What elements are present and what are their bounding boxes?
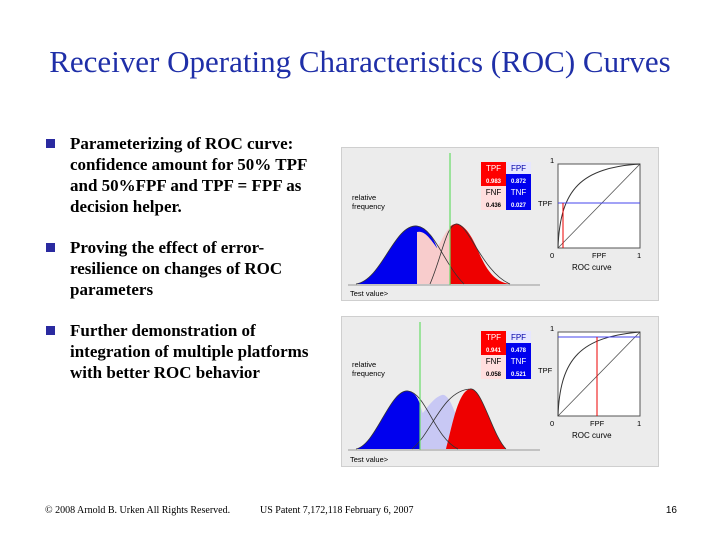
y-label-relative: relative (352, 360, 376, 369)
tnf-value: 0.027 (511, 203, 527, 209)
page-number: 16 (665, 505, 677, 516)
square-bullet-icon (46, 243, 55, 252)
red-distribution-fill (450, 223, 510, 284)
roc-figure-bottom: relative frequency Test value> TPF FPF 0… (341, 316, 659, 467)
tnf-value: 0.521 (511, 372, 527, 378)
roc-curve (557, 331, 641, 417)
fnf-value: 0.058 (486, 372, 502, 378)
fnf-value: 0.436 (486, 203, 502, 209)
roc-curve-label: ROC curve (572, 263, 612, 272)
bullet-text: Parameterizing of ROC curve: confidence … (70, 134, 307, 216)
red-distribution-fill (446, 388, 506, 449)
blue-curve-outline (355, 390, 459, 450)
footer-copyright: © 2008 Arnold B. Urken All Rights Reserv… (45, 505, 231, 516)
square-bullet-icon (46, 326, 55, 335)
x-label-test-value: Test value> (350, 455, 389, 464)
roc-curve-label: ROC curve (572, 431, 612, 440)
y-label-frequency: frequency (352, 202, 385, 211)
roc-tpf-label: TPF (538, 199, 553, 208)
roc-figure-top-svg: relative frequency Test value> TPF FPF 0… (348, 153, 641, 298)
tpf-header: TPF (486, 333, 501, 342)
bullet-text: Proving the effect of error-resilience o… (70, 238, 283, 299)
bullet-item: Further demonstration of integration of … (46, 320, 331, 383)
roc-curve (557, 163, 641, 249)
bullet-text: Further demonstration of integration of … (70, 321, 309, 382)
tnf-header: TNF (511, 357, 527, 366)
y-label-frequency: frequency (352, 369, 385, 378)
bullet-item: Parameterizing of ROC curve: confidence … (46, 133, 331, 217)
roc-top-label: 1 (550, 324, 554, 333)
red-curve-outline (411, 388, 507, 450)
roc-fpf-label: FPF (592, 251, 607, 260)
tnf-header: TNF (511, 188, 527, 197)
bullet-list: Parameterizing of ROC curve: confidence … (46, 133, 331, 403)
square-bullet-icon (46, 139, 55, 148)
y-label-relative: relative (352, 193, 376, 202)
slide-title: Receiver Operating Characteristics (ROC)… (49, 44, 671, 79)
roc-one-label: 1 (637, 419, 641, 428)
roc-figure-top: relative frequency Test value> TPF FPF 0… (341, 147, 659, 301)
blue-curve-outline (355, 225, 465, 285)
fpf-header: FPF (511, 164, 526, 173)
bullet-item: Proving the effect of error-resilience o… (46, 237, 331, 300)
roc-figure-bottom-svg: relative frequency Test value> TPF FPF 0… (348, 322, 641, 464)
roc-top-label: 1 (550, 156, 554, 165)
fpf-header: FPF (511, 333, 526, 342)
roc-one-label: 1 (637, 251, 641, 260)
roc-zero-label: 0 (550, 419, 554, 428)
fpf-value: 0.478 (511, 348, 527, 354)
blue-distribution-fill (356, 390, 420, 449)
roc-fpf-label: FPF (590, 419, 605, 428)
fpf-value: 0.872 (511, 179, 527, 185)
footer-patent: US Patent 7,172,118 February 6, 2007 (260, 505, 414, 516)
tpf-value: 0.983 (486, 179, 502, 185)
x-label-test-value: Test value> (350, 289, 389, 298)
roc-zero-label: 0 (550, 251, 554, 260)
fnf-header: FNF (486, 188, 502, 197)
tpf-header: TPF (486, 164, 501, 173)
red-curve-outline (429, 223, 511, 285)
tpf-value: 0.941 (486, 348, 502, 354)
fnf-header: FNF (486, 357, 502, 366)
pink-region (417, 228, 450, 284)
lavender-region (420, 394, 458, 449)
roc-tpf-label: TPF (538, 366, 553, 375)
